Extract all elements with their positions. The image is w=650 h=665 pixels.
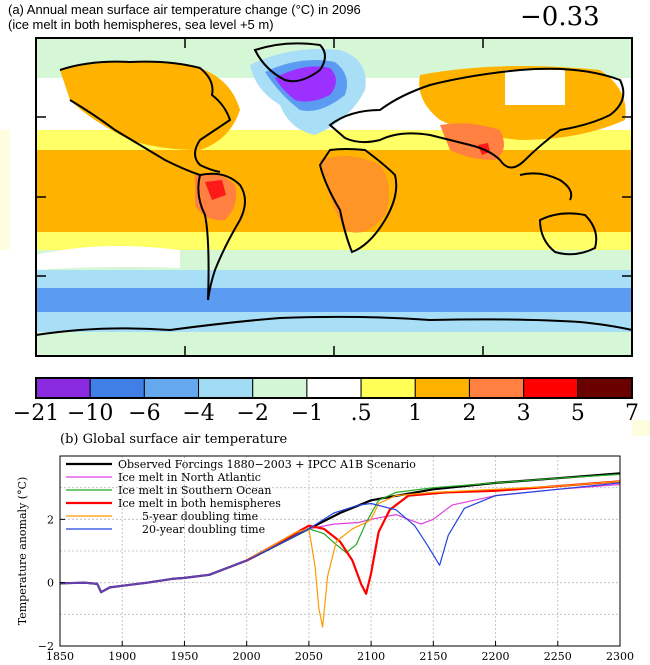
colorbar-swatch — [523, 377, 579, 399]
x-tick-label: 1950 — [170, 650, 198, 663]
coast-indonesia — [519, 172, 573, 201]
coast-australia — [538, 212, 598, 256]
colorbar-label: 7 — [625, 401, 639, 426]
colorbar-swatch — [577, 377, 633, 399]
coast-south-america-west — [197, 174, 210, 301]
y-tick-label: 0 — [47, 577, 54, 590]
x-tick-label: 2250 — [544, 650, 572, 663]
colorbar-label: .5 — [351, 401, 372, 426]
legend-entry: Ice melt in Southern Ocean — [118, 484, 271, 497]
colorbar-label: −1 — [291, 401, 323, 426]
coast-north-america — [59, 60, 232, 173]
south-pacific-white — [36, 246, 180, 270]
edge-highlight-left — [0, 130, 10, 250]
coast-eurasia — [328, 67, 625, 169]
colorbar-label: −2 — [237, 401, 269, 426]
series-line-5 — [246, 482, 621, 566]
colorbar-label: 1 — [408, 401, 422, 426]
x-tick-label: 2000 — [233, 650, 261, 663]
colorbar-label: −10 — [67, 401, 113, 426]
band-south-subtropic — [36, 232, 632, 252]
coast-north-america-west — [69, 99, 201, 176]
x-tick-label: 2100 — [357, 650, 385, 663]
panel-a-title: (a) Annual mean surface air temperature … — [8, 2, 361, 32]
y-axis-label: Temperature anomaly (°C) — [16, 477, 29, 626]
line-chart: 1850 1900 1950 2000 2050 2100 2150 2200 2250 2300… — [16, 455, 634, 663]
colorbar-label: 5 — [571, 401, 585, 426]
plot-frame — [59, 455, 621, 647]
africa-warming — [320, 156, 389, 233]
x-tick-label: 2300 — [606, 650, 634, 663]
colorbar-label: 2 — [462, 401, 476, 426]
map-ticks — [35, 38, 632, 356]
x-tick-label: 1900 — [108, 650, 136, 663]
y-tick-label: 2 — [47, 513, 54, 526]
colorbar-frame — [35, 377, 633, 399]
band-south-mid — [36, 250, 632, 272]
series-line-3 — [246, 480, 621, 595]
band-southern-ocean-2 — [36, 288, 632, 314]
x-tick-label: 1850 — [46, 650, 74, 663]
y-tick-label: −2 — [38, 640, 54, 653]
colorbar-swatch — [143, 377, 200, 399]
colorbar-label: −4 — [182, 401, 214, 426]
legend-entry: 5-year doubling time — [142, 510, 258, 523]
colorbar-swatch — [360, 377, 416, 399]
legend-entry: 20-year doubling time — [142, 523, 265, 536]
coast-africa — [318, 148, 398, 254]
colorbar-swatch — [198, 377, 254, 399]
colorbar-swatch — [414, 377, 470, 399]
colorbar-label: −21 — [13, 401, 59, 426]
colorbar-swatch — [89, 377, 145, 399]
chart-title: (b) Global surface air temperature — [60, 432, 288, 447]
edge-highlight-right — [632, 420, 650, 436]
global-mean-value: −0.33 — [520, 2, 600, 32]
coast-antarctica — [35, 315, 633, 336]
x-tick-label: 2150 — [419, 650, 447, 663]
coastlines — [35, 42, 633, 336]
colorbar-label: 3 — [517, 401, 531, 426]
x-tick-label: 2200 — [482, 650, 510, 663]
colorbar-swatch — [252, 377, 308, 399]
colorbar-swatch — [306, 377, 362, 399]
panel-a-title-line2: (ice melt in both hemispheres, sea level… — [8, 17, 274, 32]
legend-entry: Ice melt in North Atlantic — [118, 471, 261, 484]
north-america-warming — [60, 61, 240, 150]
legend-entry: Ice melt in both hemispheres — [118, 497, 281, 510]
band-southern-ocean-1 — [36, 270, 632, 292]
band-antarctic-coast — [36, 312, 632, 334]
x-tick-label: 2050 — [295, 650, 323, 663]
colorbar-swatch — [35, 377, 91, 399]
siberia-white — [505, 70, 565, 105]
colorbar: −21 −10 −6 −4 −2 −1 .5 1 2 3 5 7 — [13, 377, 639, 426]
historical-ensemble-line — [59, 559, 248, 594]
legend-entry: Observed Forcings 1880−2003 + IPCC A1B S… — [118, 458, 416, 471]
temperature-map — [35, 37, 633, 357]
north-atlantic-cold-core — [275, 66, 336, 102]
colorbar-label: −6 — [128, 401, 160, 426]
panel-a-title-line1: (a) Annual mean surface air temperature … — [8, 2, 361, 17]
coast-greenland — [253, 42, 326, 83]
series-line-4 — [246, 480, 621, 628]
colorbar-swatch — [468, 377, 525, 399]
amazon-hotspot — [205, 180, 226, 200]
coast-south-america — [199, 172, 246, 301]
